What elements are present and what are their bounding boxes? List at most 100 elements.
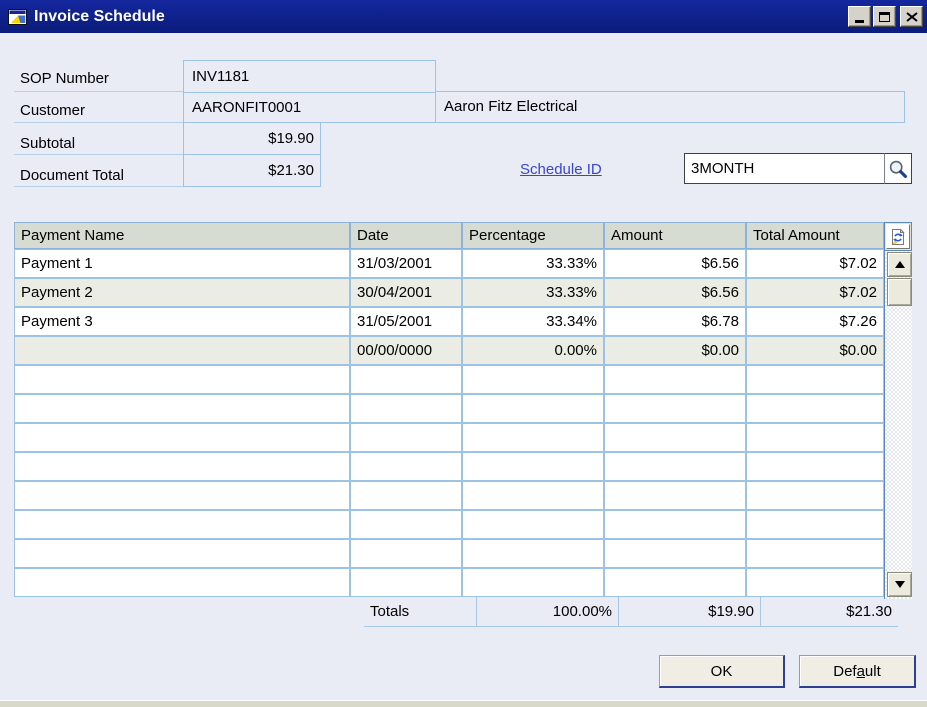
cell-date[interactable]: 00/00/0000 [350,336,462,365]
cell-percentage[interactable] [462,365,604,394]
table-row[interactable] [14,510,884,539]
cell-total[interactable] [746,394,884,423]
cell-percentage[interactable] [462,510,604,539]
cell-total[interactable] [746,510,884,539]
document-total-label: Document Total [20,167,124,184]
cell-percentage[interactable] [462,568,604,597]
cell-date[interactable] [350,394,462,423]
cell-percentage[interactable]: 33.33% [462,278,604,307]
payment-table: Payment Name Date Percentage Amount Tota… [14,222,912,599]
cell-total[interactable] [746,423,884,452]
cell-total[interactable] [746,365,884,394]
column-header-total-amount: Total Amount [746,222,884,249]
cell-date[interactable]: 31/03/2001 [350,249,462,278]
cell-amount[interactable] [604,423,746,452]
cell-amount[interactable] [604,452,746,481]
cell-name[interactable] [14,336,350,365]
cell-name[interactable]: Payment 2 [14,278,350,307]
cell-name[interactable]: Payment 3 [14,307,350,336]
cell-percentage[interactable] [462,394,604,423]
cell-date[interactable] [350,452,462,481]
cell-date[interactable]: 31/05/2001 [350,307,462,336]
cell-name[interactable]: Payment 1 [14,249,350,278]
cell-name[interactable] [14,452,350,481]
cell-total[interactable]: $7.02 [746,278,884,307]
cell-percentage[interactable] [462,539,604,568]
subtotal-value: $19.90 [183,122,321,155]
scroll-down-button[interactable] [887,572,912,597]
cell-amount[interactable] [604,365,746,394]
refresh-cell [884,222,912,251]
default-button[interactable]: Default [799,655,916,688]
close-button[interactable] [900,6,923,27]
table-row[interactable] [14,539,884,568]
divider [184,92,435,93]
cell-amount[interactable] [604,539,746,568]
table-row[interactable] [14,452,884,481]
cell-total[interactable] [746,452,884,481]
cell-total[interactable] [746,481,884,510]
ok-button[interactable]: OK [659,655,785,688]
cell-amount[interactable] [604,481,746,510]
cell-name[interactable] [14,423,350,452]
minimize-button[interactable] [848,6,871,27]
cell-name[interactable] [14,510,350,539]
cell-percentage[interactable] [462,481,604,510]
scrollbar[interactable] [884,251,912,599]
magnifier-icon [888,159,908,179]
table-row[interactable]: Payment 1 31/03/2001 33.33% $6.56 $7.02 [14,249,884,278]
maximize-icon [879,11,890,22]
cell-date[interactable] [350,539,462,568]
cell-name[interactable] [14,365,350,394]
cell-date[interactable]: 30/04/2001 [350,278,462,307]
cell-total[interactable] [746,539,884,568]
table-row[interactable] [14,423,884,452]
cell-amount[interactable]: $6.56 [604,278,746,307]
table-row[interactable] [14,568,884,597]
schedule-id-link[interactable]: Schedule ID [520,161,602,178]
cell-percentage[interactable]: 33.33% [462,249,604,278]
cell-total[interactable] [746,568,884,597]
column-header-date: Date [350,222,462,249]
cell-name[interactable] [14,539,350,568]
cell-amount[interactable]: $6.78 [604,307,746,336]
divider [14,122,184,123]
totals-amount: $19.90 [618,597,760,627]
scroll-thumb[interactable] [887,278,912,306]
table-row[interactable]: 00/00/0000 0.00% $0.00 $0.00 [14,336,884,365]
cell-percentage[interactable]: 33.34% [462,307,604,336]
cell-total[interactable]: $7.26 [746,307,884,336]
subtotal-label: Subtotal [20,135,76,152]
table-row[interactable] [14,365,884,394]
maximize-button[interactable] [873,6,896,27]
lookup-button[interactable] [884,153,912,184]
cell-date[interactable] [350,423,462,452]
cell-date[interactable] [350,568,462,597]
cell-name[interactable] [14,568,350,597]
table-row[interactable] [14,481,884,510]
cell-amount[interactable]: $6.56 [604,249,746,278]
cell-date[interactable] [350,510,462,539]
cell-total[interactable]: $7.02 [746,249,884,278]
table-row[interactable]: Payment 3 31/05/2001 33.34% $6.78 $7.26 [14,307,884,336]
table-row[interactable]: Payment 2 30/04/2001 33.33% $6.56 $7.02 [14,278,884,307]
refresh-button[interactable] [886,224,910,249]
cell-percentage[interactable]: 0.00% [462,336,604,365]
close-icon [905,11,918,22]
cell-percentage[interactable] [462,452,604,481]
cell-name[interactable] [14,481,350,510]
cell-date[interactable] [350,481,462,510]
cell-total[interactable]: $0.00 [746,336,884,365]
titlebar[interactable]: Invoice Schedule [0,0,927,33]
cell-percentage[interactable] [462,423,604,452]
cell-date[interactable] [350,365,462,394]
cell-amount[interactable] [604,568,746,597]
cell-name[interactable] [14,394,350,423]
payment-table-body: Payment 1 31/03/2001 33.33% $6.56 $7.02 Payme… [14,249,884,597]
schedule-id-input[interactable] [684,153,885,184]
table-row[interactable] [14,394,884,423]
scroll-up-button[interactable] [887,252,912,277]
cell-amount[interactable] [604,510,746,539]
cell-amount[interactable]: $0.00 [604,336,746,365]
cell-amount[interactable] [604,394,746,423]
